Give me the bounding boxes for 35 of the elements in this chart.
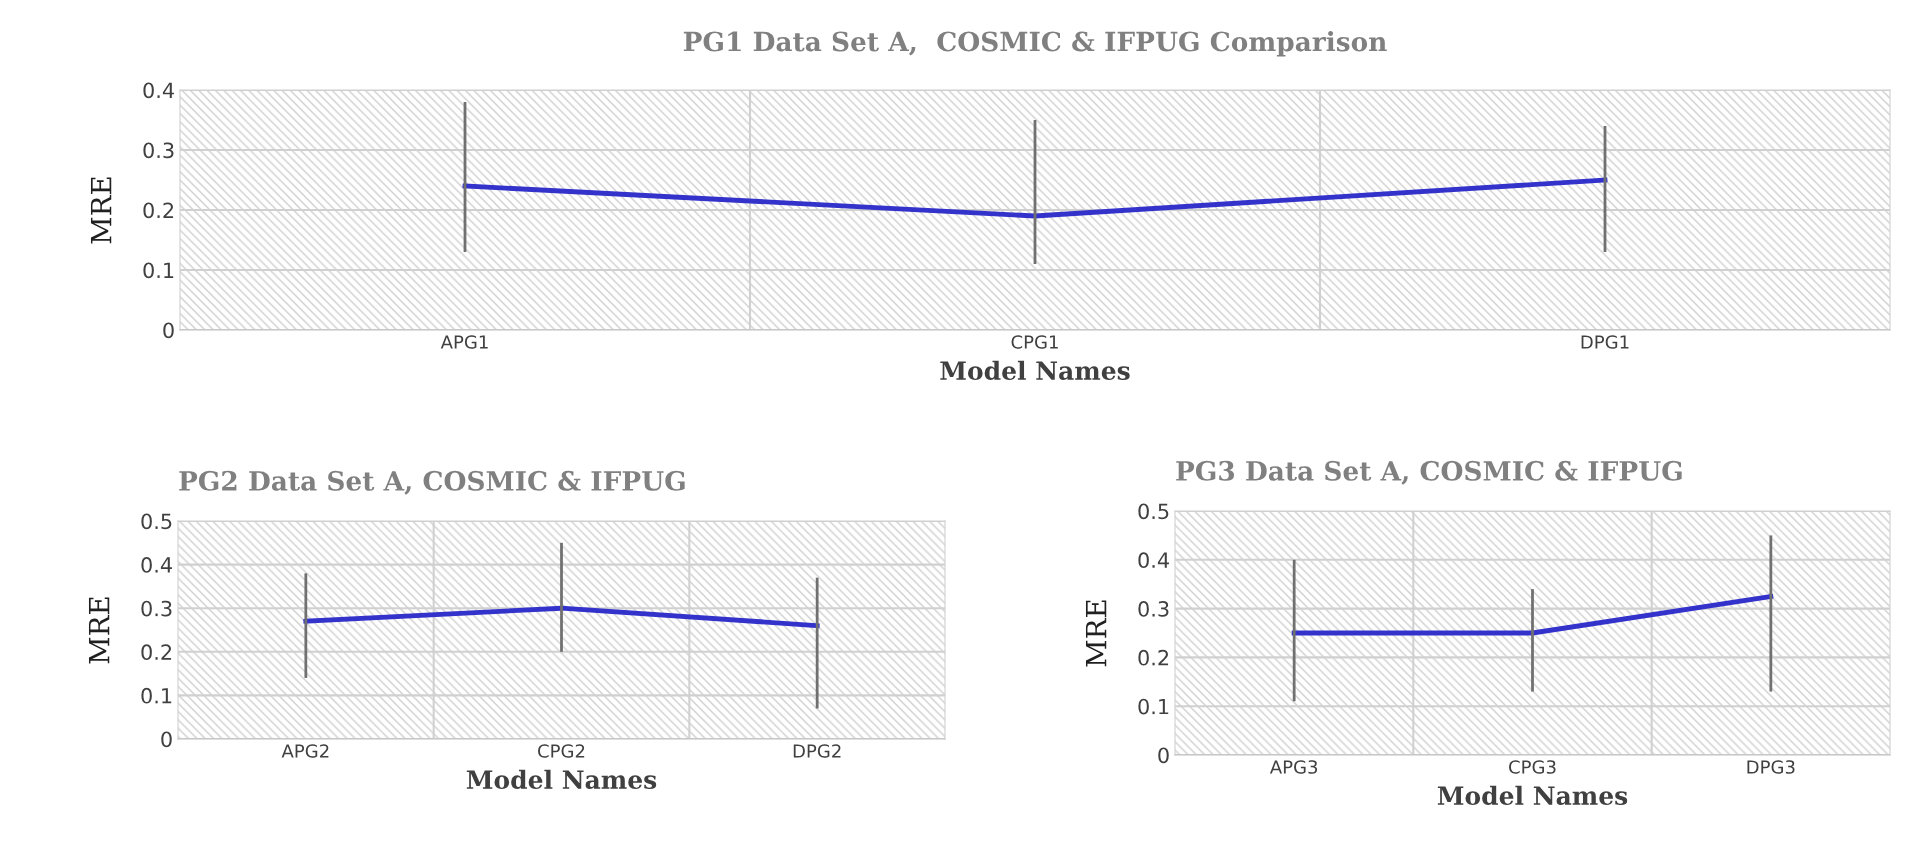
chart-title: PG3 Data Set A, COSMIC & IFPUG xyxy=(1176,460,1682,485)
x-tick-label: CPG2 xyxy=(538,744,585,758)
x-axis-title: Model Names xyxy=(1437,785,1628,806)
y-tick-label: 0.1 xyxy=(141,687,172,704)
y-tick-label: 0 xyxy=(1158,747,1169,764)
y-tick-label: 0.4 xyxy=(1138,552,1169,569)
y-tick-label: 0.2 xyxy=(143,202,174,219)
x-tick-label: DPG3 xyxy=(1747,760,1795,774)
x-tick-label: CPG1 xyxy=(1011,335,1058,349)
y-tick-label: 0.3 xyxy=(143,142,174,159)
x-tick-label: DPG2 xyxy=(793,744,841,758)
y-tick-label: 0.4 xyxy=(141,557,172,573)
y-tick-label: 0 xyxy=(161,731,172,748)
x-tick-label: APG2 xyxy=(281,744,329,758)
x-tick-label: CPG3 xyxy=(1509,760,1556,774)
y-axis-title: MRE xyxy=(1085,600,1107,667)
y-tick-label: 0.1 xyxy=(143,262,174,279)
y-axis-title: MRE xyxy=(90,177,112,244)
y-tick-label: 0 xyxy=(163,322,174,339)
y-tick-label: 0.5 xyxy=(1138,503,1169,520)
chart-title: PG2 Data Set A, COSMIC & IFPUG xyxy=(179,470,685,495)
y-tick-label: 0.5 xyxy=(141,513,172,530)
x-tick-label: DPG1 xyxy=(1581,335,1629,349)
x-tick-label: APG3 xyxy=(1269,760,1318,774)
x-tick-label: APG1 xyxy=(440,335,488,349)
y-tick-label: 0.3 xyxy=(141,600,172,617)
x-axis-title: Model Names xyxy=(940,360,1130,381)
y-tick-label: 0.2 xyxy=(1138,649,1169,666)
chart-title: PG1 Data Set A, COSMIC & IFPUG Comparison xyxy=(683,31,1387,57)
y-tick-label: 0.2 xyxy=(141,644,172,661)
x-axis-title: Model Names xyxy=(466,769,657,790)
y-tick-label: 0.3 xyxy=(1138,601,1169,617)
y-tick-label: 0.1 xyxy=(1138,698,1169,715)
y-tick-label: 0.4 xyxy=(143,82,174,99)
y-axis-title: MRE xyxy=(88,597,110,664)
